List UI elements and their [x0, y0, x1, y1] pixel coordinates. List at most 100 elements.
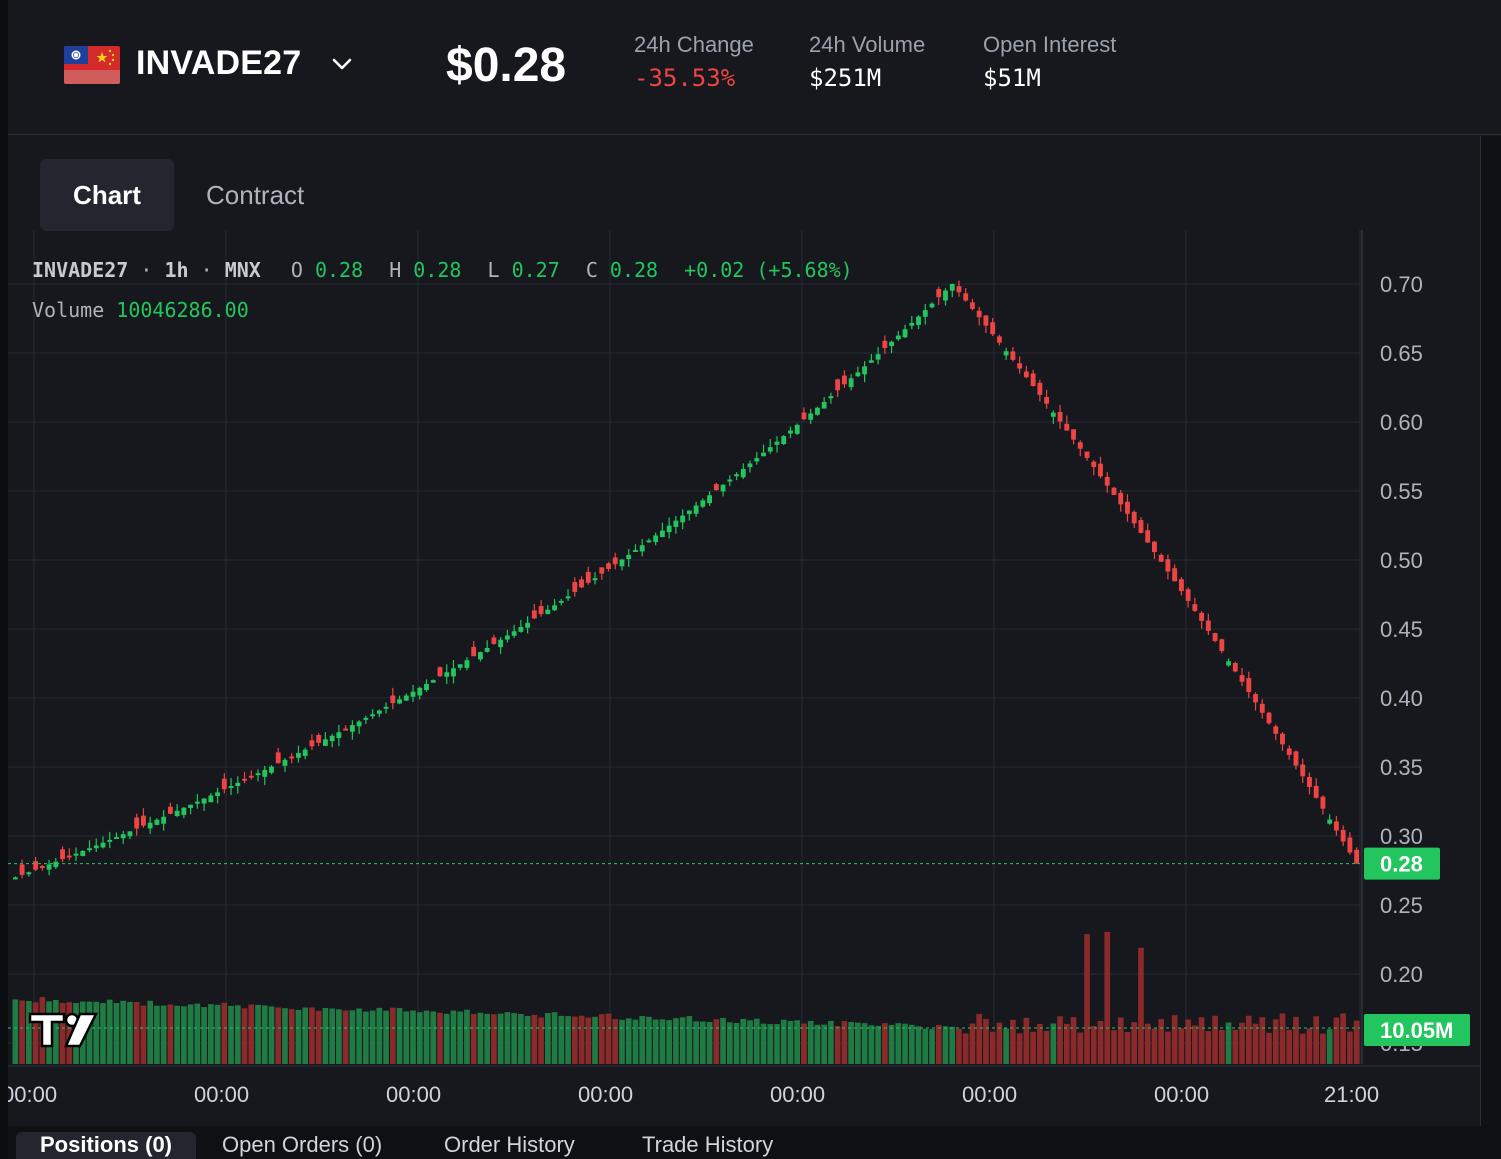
- candle-body: [922, 310, 928, 317]
- volume-bar: [585, 1017, 592, 1064]
- time-tick-label: 00:00: [578, 1082, 633, 1107]
- candle-body: [215, 792, 220, 796]
- volume-bar: [976, 1013, 983, 1064]
- last-price-label: 0.28: [1380, 852, 1423, 877]
- candle-body: [1239, 675, 1245, 682]
- candle-body: [269, 766, 274, 773]
- time-tick-label: 00:00: [194, 1082, 249, 1107]
- candle-body: [1354, 849, 1360, 864]
- volume-bar: [726, 1022, 733, 1064]
- volume-bar: [989, 1031, 996, 1064]
- volume-bar: [342, 1010, 349, 1064]
- tab-order-history[interactable]: Order History: [444, 1132, 575, 1157]
- volume-bar: [544, 1013, 551, 1064]
- candle-body: [1333, 821, 1339, 831]
- volume-bar: [457, 1011, 464, 1064]
- volume-bar: [234, 1005, 241, 1064]
- tab-open-orders[interactable]: Open Orders (0): [222, 1132, 383, 1157]
- candle-body: [606, 563, 611, 569]
- price-tick-label: 0.40: [1380, 686, 1423, 711]
- tab-contract[interactable]: Contract: [206, 180, 305, 210]
- candle-body: [39, 866, 45, 869]
- volume-bar: [1353, 1020, 1360, 1064]
- candle-body: [943, 290, 948, 301]
- candle-body: [976, 310, 982, 318]
- candle-body: [801, 412, 807, 420]
- volume-bar: [1158, 1019, 1165, 1064]
- candle-body: [228, 786, 234, 789]
- candle-body: [902, 329, 908, 338]
- volume-bar: [255, 1004, 261, 1064]
- candle-body: [46, 864, 52, 870]
- volume-bar: [821, 1024, 828, 1064]
- candle-body: [1273, 726, 1279, 734]
- tab-trade-history[interactable]: Trade History: [642, 1132, 774, 1157]
- candle-body: [1111, 487, 1117, 495]
- volume-bar: [1293, 1016, 1299, 1064]
- volume-bar: [1097, 1020, 1104, 1064]
- chart-grid: [8, 230, 1363, 1064]
- candle-body: [734, 474, 739, 477]
- volume-bar: [1333, 1017, 1340, 1064]
- market-symbol[interactable]: INVADE27: [136, 44, 302, 82]
- candle-body: [451, 668, 456, 677]
- volume-bar: [605, 1013, 612, 1064]
- candle-body: [626, 554, 632, 560]
- flag-graphic: [64, 46, 120, 84]
- candle-body: [1313, 785, 1319, 798]
- volume-bar: [1050, 1023, 1057, 1064]
- candle-body: [868, 360, 874, 363]
- candle-body: [73, 853, 79, 856]
- volume-bar: [497, 1013, 504, 1064]
- candle-body: [141, 815, 146, 826]
- volume-bar: [868, 1025, 875, 1064]
- last-volume-label: 10.05M: [1380, 1018, 1453, 1043]
- legend-exchange: MNX: [224, 258, 261, 282]
- candle-body: [296, 753, 301, 758]
- volume-bars: [12, 931, 1360, 1064]
- volume-bar: [983, 1019, 989, 1064]
- volume-bar: [1124, 1031, 1131, 1064]
- tab-chart[interactable]: Chart: [40, 159, 174, 231]
- candle-body: [970, 302, 975, 309]
- volume-bar: [558, 1015, 565, 1064]
- candle-body: [349, 725, 355, 732]
- volume-bar: [929, 1029, 935, 1064]
- candle-body: [1023, 371, 1029, 378]
- candle-body: [201, 798, 207, 804]
- volume-bar: [1144, 1023, 1151, 1064]
- volume-bar: [174, 1005, 180, 1064]
- volume-bar: [1131, 1022, 1138, 1064]
- price-overlays: 0.28 10.05M: [8, 847, 1470, 1046]
- chevron-down-icon[interactable]: [330, 55, 354, 73]
- time-tick-label: 00:00: [8, 1082, 57, 1107]
- stat-label: Open Interest: [983, 32, 1117, 57]
- volume-bar: [410, 1010, 416, 1064]
- stat-open-interest: Open Interest $51M: [983, 32, 1116, 92]
- stat-value: -35.53%: [634, 64, 736, 92]
- volume-bar: [814, 1024, 821, 1064]
- candle-body: [498, 639, 504, 648]
- candle-body: [1138, 520, 1144, 533]
- volume-bar: [881, 1023, 888, 1064]
- legend-interval: 1h: [164, 258, 189, 282]
- candle-body: [612, 557, 618, 565]
- candle-body: [592, 578, 598, 581]
- candle-body: [538, 606, 544, 615]
- price-chart[interactable]: 0.70 0.65 0.60 0.55 0.50 0.45 0.40 0.35 0.30 0.25…: [8, 230, 1480, 1126]
- volume-bar: [248, 1004, 255, 1064]
- volume-bar: [659, 1019, 666, 1064]
- volume-bar: [1299, 1033, 1306, 1064]
- volume-bar: [133, 1002, 140, 1064]
- volume-bar: [154, 1005, 160, 1064]
- volume-bar: [214, 1004, 221, 1064]
- candle-body: [794, 424, 800, 434]
- price-tick-label: 0.20: [1380, 962, 1423, 987]
- volume-bar: [1266, 1032, 1272, 1064]
- volume-bar: [1003, 1028, 1009, 1064]
- candle-body: [262, 769, 268, 777]
- volume-bar: [295, 1009, 302, 1064]
- tab-positions[interactable]: Positions (0): [16, 1132, 196, 1159]
- volume-bar: [794, 1020, 801, 1064]
